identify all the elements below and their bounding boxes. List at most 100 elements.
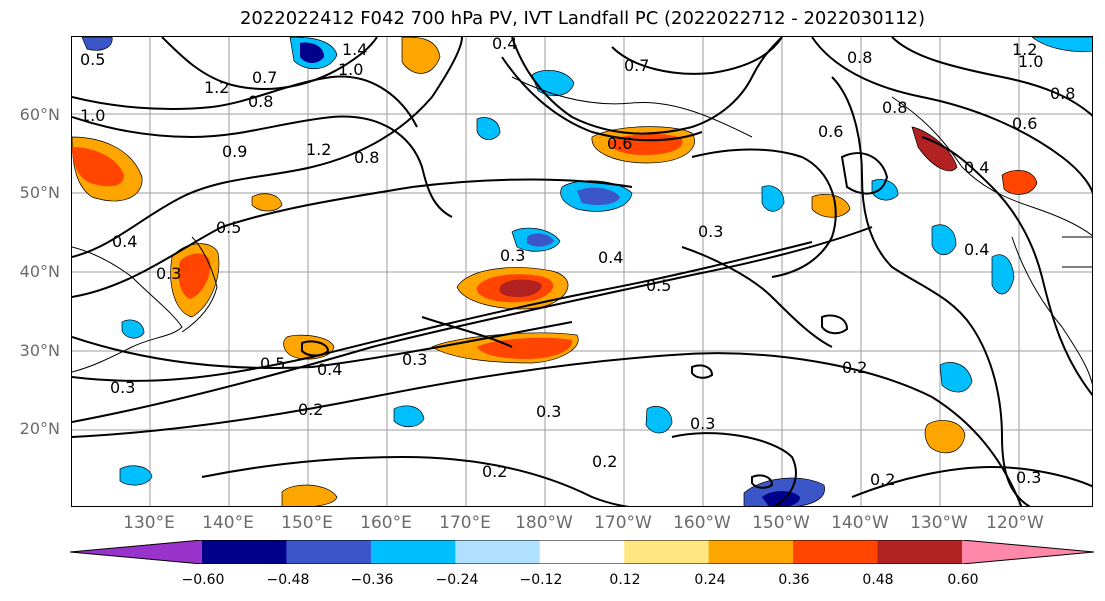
lon-label-150w: 150°W bbox=[752, 513, 810, 533]
contour-label: 1.2 bbox=[306, 140, 331, 159]
contour-label: 0.4 bbox=[317, 360, 342, 379]
negative-anomaly bbox=[527, 233, 554, 247]
colorbar-segment bbox=[202, 540, 287, 564]
lon-label-120w: 120°W bbox=[986, 513, 1044, 533]
contour-label: 1.4 bbox=[342, 40, 367, 59]
colorbar-segments bbox=[202, 540, 963, 564]
positive-anomaly bbox=[283, 334, 335, 360]
colorbar-tick: 0.60 bbox=[947, 572, 979, 588]
contour-label: 0.4 bbox=[964, 240, 989, 259]
colorbar-tick: −0.36 bbox=[350, 572, 394, 588]
contour-label: 0.8 bbox=[248, 92, 273, 111]
contour-label: 0.3 bbox=[402, 350, 427, 369]
lat-label-30n: 30°N bbox=[19, 341, 60, 360]
contour-label: 1.2 bbox=[1012, 40, 1037, 59]
colorbar-tick: 0.48 bbox=[862, 572, 894, 588]
contour-labels: 1.4 1.0 0.7 1.2 0.8 1.0 1.2 0.9 0.8 0.7 … bbox=[80, 37, 1075, 489]
lon-label-140e: 140°E bbox=[202, 513, 254, 533]
lat-label-60n: 60°N bbox=[19, 105, 60, 124]
contour-label: 1.0 bbox=[338, 60, 363, 79]
contour-label: 0.4 bbox=[598, 248, 623, 267]
colorbar-segment bbox=[877, 540, 963, 564]
lon-label-130w: 130°W bbox=[910, 513, 968, 533]
colorbar-extend-max bbox=[962, 540, 1094, 564]
negative-anomaly bbox=[762, 491, 800, 506]
lon-label-150e: 150°E bbox=[281, 513, 333, 533]
map-canvas: 1.4 1.0 0.7 1.2 0.8 1.0 1.2 0.9 0.8 0.7 … bbox=[72, 37, 1092, 506]
positive-anomaly bbox=[924, 420, 966, 454]
contour-label: 0.3 bbox=[536, 402, 561, 421]
contour-label: 0.5 bbox=[216, 218, 241, 237]
negative-anomaly bbox=[991, 254, 1015, 295]
contour-label: 0.4 bbox=[964, 158, 989, 177]
contour-label: 0.8 bbox=[882, 98, 907, 117]
negative-anomaly bbox=[871, 179, 899, 201]
contour-label: 0.7 bbox=[624, 56, 649, 75]
contour-label: 0.3 bbox=[690, 414, 715, 433]
negative-anomaly bbox=[939, 362, 973, 393]
colorbar-segment bbox=[539, 540, 625, 564]
contour-label: 0.3 bbox=[156, 264, 181, 283]
anomaly-shading bbox=[72, 37, 1092, 506]
negative-anomaly bbox=[645, 406, 673, 434]
contour-label: 0.7 bbox=[252, 68, 277, 87]
positive-anomaly bbox=[811, 194, 851, 218]
contour-label: 0.8 bbox=[1050, 84, 1075, 103]
positive-anomaly bbox=[401, 37, 441, 74]
contour-label: 0.8 bbox=[354, 148, 379, 167]
lon-label-170e: 170°E bbox=[439, 513, 491, 533]
colorbar-segment bbox=[708, 540, 794, 564]
positive-anomaly bbox=[499, 279, 542, 297]
positive-anomaly bbox=[1001, 169, 1038, 195]
negative-anomaly bbox=[81, 37, 113, 51]
positive-anomaly bbox=[178, 253, 211, 299]
positive-anomaly bbox=[281, 484, 338, 506]
colorbar-tick: 0.12 bbox=[609, 572, 641, 588]
contour-label: 0.2 bbox=[298, 400, 323, 419]
negative-anomaly bbox=[393, 405, 425, 428]
contour-label: 0.4 bbox=[492, 37, 517, 53]
positive-anomaly bbox=[911, 126, 958, 172]
colorbar-segment bbox=[624, 540, 710, 564]
lon-label-170w: 170°W bbox=[594, 513, 652, 533]
contour-label: 0.9 bbox=[222, 142, 247, 161]
lon-label-130e: 130°E bbox=[123, 513, 175, 533]
contour-label: 0.6 bbox=[1012, 114, 1037, 133]
lat-label-20n: 20°N bbox=[19, 419, 60, 438]
colorbar-segment bbox=[455, 540, 541, 564]
contour-label: 0.5 bbox=[646, 276, 671, 295]
negative-anomaly bbox=[476, 117, 501, 140]
contour-label: 0.6 bbox=[818, 122, 843, 141]
colorbar-tick: 0.36 bbox=[778, 572, 810, 588]
colorbar-segment bbox=[370, 540, 456, 564]
contour-label: 0.5 bbox=[80, 50, 105, 69]
contour-label: 1.0 bbox=[80, 106, 105, 125]
lon-label-160w: 160°W bbox=[673, 513, 731, 533]
contour-label: 0.2 bbox=[870, 470, 895, 489]
contour-label: 0.3 bbox=[1016, 468, 1041, 487]
negative-anomaly bbox=[300, 42, 324, 63]
colorbar-tick: −0.48 bbox=[266, 572, 310, 588]
positive-anomaly bbox=[72, 147, 124, 187]
contour-label: 1.0 bbox=[1018, 52, 1043, 71]
coastlines bbox=[72, 76, 1092, 385]
positive-anomaly bbox=[251, 193, 283, 212]
contour-label: 0.3 bbox=[698, 222, 723, 241]
pv-contours bbox=[72, 37, 1092, 506]
contour-label: 1.2 bbox=[204, 78, 229, 97]
map-title: 2022022412 F042 700 hPa PV, IVT Landfall… bbox=[239, 8, 926, 29]
colorbar-extend-min bbox=[70, 540, 202, 564]
negative-anomaly bbox=[531, 69, 575, 97]
colorbar-segment bbox=[793, 540, 879, 564]
colorbar-segment bbox=[286, 540, 372, 564]
contour-label: 0.2 bbox=[842, 358, 867, 377]
contour-label: 0.4 bbox=[112, 232, 137, 251]
lat-label-40n: 40°N bbox=[19, 262, 60, 281]
colorbar-tick: 0.24 bbox=[694, 572, 726, 588]
contour-label: 0.2 bbox=[592, 452, 617, 471]
colorbar bbox=[70, 540, 1094, 564]
map-panel: 1.4 1.0 0.7 1.2 0.8 1.0 1.2 0.9 0.8 0.7 … bbox=[71, 36, 1093, 507]
contour-label: 0.8 bbox=[847, 48, 872, 67]
negative-anomaly bbox=[119, 465, 153, 486]
contour-label: 0.6 bbox=[607, 134, 632, 153]
